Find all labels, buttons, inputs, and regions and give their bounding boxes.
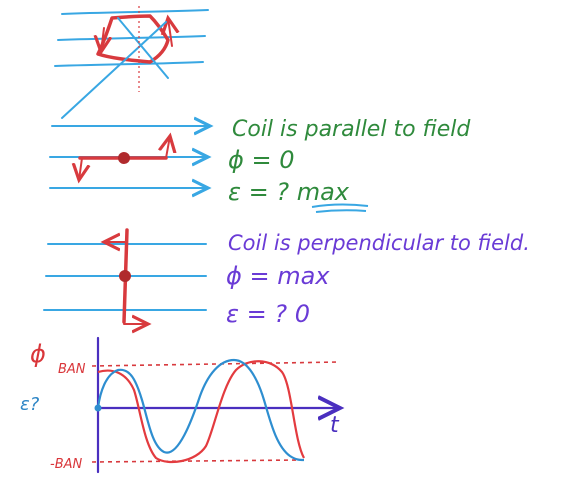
force-arrow-down [79, 157, 82, 180]
top-diagonal-line-2 [117, 17, 169, 79]
parallel-title: Coil is parallel to field [232, 117, 471, 142]
bottom-value-label: -BAN [50, 457, 83, 472]
max-dashed-line [91, 361, 341, 367]
force-arrow-up [166, 136, 170, 159]
emf-curve [96, 358, 305, 462]
pivot-dot-2 [119, 270, 131, 282]
parallel-notes: Coil is parallel to field ϕ = 0 ε = ? ma… [228, 117, 471, 213]
underline-2 [315, 209, 367, 213]
phi-symbol: ϕ [30, 340, 46, 368]
perpendicular-emf: ε = ? 0 [226, 300, 310, 328]
origin-dot [94, 404, 102, 412]
top-value-label: BAN [58, 362, 86, 377]
perpendicular-title: Coil is perpendicular to field. [228, 231, 530, 255]
underline-1 [311, 203, 369, 208]
parallel-flux: ϕ = 0 [228, 146, 294, 174]
parallel-diagram [49, 126, 210, 188]
pivot-dot [118, 152, 130, 164]
perpendicular-notes: Coil is perpendicular to field. ϕ = max … [226, 231, 530, 328]
top-diagonal-line [61, 21, 167, 119]
flux-curve [97, 360, 305, 464]
top-field-lines [54, 9, 209, 67]
emf-symbol: ε? [20, 394, 40, 415]
perpendicular-flux: ϕ = max [226, 262, 330, 290]
time-axis-label: t [330, 413, 340, 438]
top-coil-arrow-up [168, 18, 172, 47]
parallel-emf: ε = ? max [228, 178, 350, 206]
flux-emf-graph: ϕ ε? BAN -BAN t [20, 336, 341, 474]
perpendicular-diagram [43, 228, 207, 324]
min-dashed-line [91, 459, 301, 463]
top-coil-diagram [54, 6, 209, 119]
top-coil-arrow-down [101, 27, 104, 52]
